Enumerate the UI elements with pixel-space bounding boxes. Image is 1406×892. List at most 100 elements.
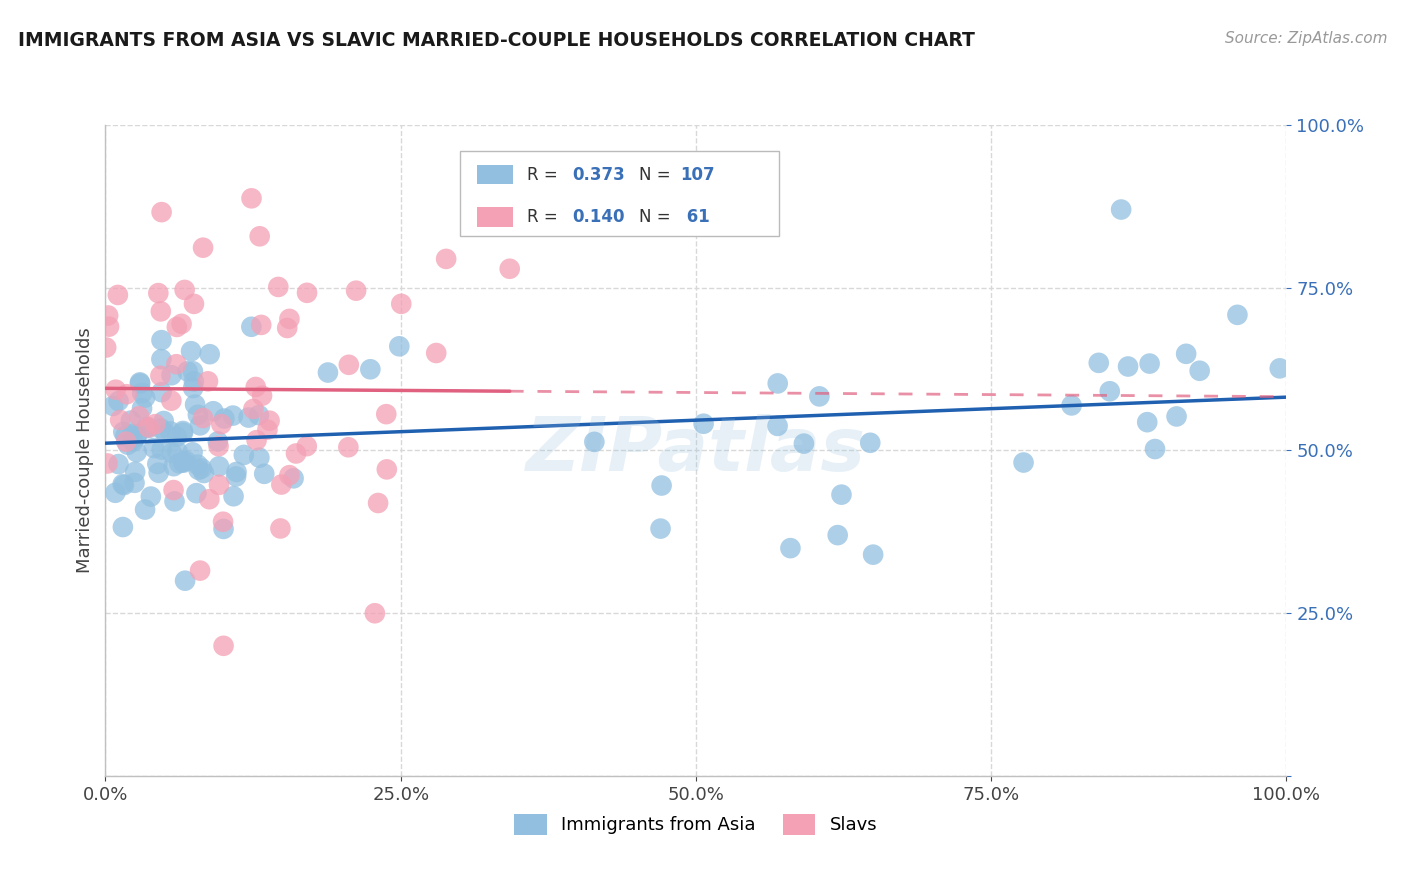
Point [96, 457, 118, 471]
Point [163, 494, 186, 508]
Point [160, 393, 183, 408]
Point [862, 548, 884, 562]
Point [388, 339, 411, 353]
Point [583, 434, 606, 449]
Point [134, 391, 156, 405]
Point [149, 421, 172, 435]
Point [191, 241, 214, 255]
Point [163, 459, 186, 474]
Point [367, 496, 389, 510]
Point [166, 430, 188, 444]
Point [112, 425, 135, 439]
Point [139, 490, 162, 504]
Point [278, 311, 301, 326]
Point [160, 368, 183, 383]
Point [214, 411, 236, 425]
Point [191, 411, 214, 425]
Point [207, 434, 229, 449]
Point [197, 374, 219, 388]
Point [181, 381, 204, 395]
Point [212, 522, 235, 536]
Point [1188, 364, 1211, 378]
Point [1143, 442, 1166, 456]
Point [166, 320, 188, 334]
Point [122, 434, 145, 449]
Point [1136, 415, 1159, 429]
Point [283, 471, 305, 485]
Point [1012, 456, 1035, 470]
Point [344, 284, 367, 298]
Point [1087, 356, 1109, 370]
Point [122, 426, 145, 441]
Point [124, 475, 146, 490]
Point [149, 304, 172, 318]
Point [166, 444, 188, 458]
Point [1226, 308, 1249, 322]
Point [120, 414, 142, 428]
Point [256, 423, 278, 437]
Point [181, 364, 204, 378]
Point [250, 318, 273, 332]
Point [111, 520, 134, 534]
Point [1166, 409, 1188, 424]
Point [104, 485, 127, 500]
Point [364, 607, 387, 621]
Point [114, 429, 136, 443]
Point [187, 463, 209, 477]
Point [499, 261, 522, 276]
Point [766, 418, 789, 433]
Point [212, 515, 235, 529]
Text: ZIPatlas: ZIPatlas [526, 414, 866, 487]
Point [651, 478, 673, 492]
Point [1098, 384, 1121, 399]
Point [238, 410, 260, 425]
Point [143, 417, 166, 431]
Point [111, 477, 134, 491]
Point [146, 457, 169, 471]
Point [295, 439, 318, 453]
Point [425, 346, 447, 360]
Point [225, 465, 247, 479]
Point [125, 445, 148, 459]
Point [180, 344, 202, 359]
Point [127, 427, 149, 442]
Point [96, 341, 118, 355]
Y-axis label: Married-couple Households: Married-couple Households [76, 327, 94, 574]
Point [259, 414, 281, 428]
Point [169, 456, 191, 470]
Point [129, 376, 152, 391]
Point [793, 436, 815, 450]
Text: Source: ZipAtlas.com: Source: ZipAtlas.com [1225, 31, 1388, 46]
Text: 107: 107 [681, 166, 716, 184]
Point [184, 398, 207, 412]
Point [187, 458, 209, 472]
Point [187, 408, 209, 422]
Point [830, 488, 852, 502]
Text: 0.373: 0.373 [572, 166, 624, 184]
Point [207, 439, 229, 453]
Point [136, 421, 159, 435]
Point [176, 364, 198, 378]
Point [193, 466, 215, 480]
Point [150, 352, 173, 367]
Point [245, 433, 267, 447]
Point [190, 461, 212, 475]
Point [98, 319, 121, 334]
Point [148, 466, 170, 480]
Point [337, 358, 360, 372]
Point [1116, 359, 1139, 374]
Point [148, 286, 170, 301]
Bar [478, 165, 513, 185]
Point [183, 375, 205, 389]
Point [1060, 398, 1083, 412]
Point [117, 438, 139, 452]
Point [131, 386, 153, 401]
Point [434, 252, 457, 266]
Point [247, 408, 270, 422]
Bar [478, 207, 513, 227]
Point [183, 297, 205, 311]
Point [160, 446, 183, 460]
Point [1175, 347, 1198, 361]
Point [198, 492, 221, 507]
Point [129, 376, 152, 390]
